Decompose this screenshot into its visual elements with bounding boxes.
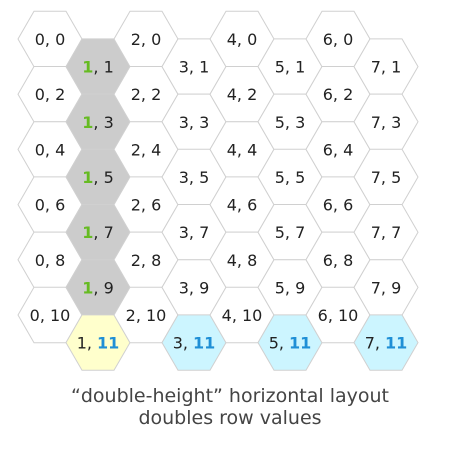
hex-label: 1, 9 — [82, 278, 114, 297]
hex-label: 2, 4 — [131, 140, 162, 159]
hex-label: 4, 8 — [227, 251, 258, 270]
hex-cell: 1, 11 — [65, 314, 131, 371]
hex-cell: 7, 7 — [353, 203, 419, 261]
hex-cell: 6, 0 — [305, 10, 371, 68]
hex-cell: 5, 3 — [257, 93, 323, 151]
hex-label: 5, 9 — [275, 278, 306, 297]
hex-label: 2, 2 — [131, 85, 162, 104]
hex-label: 1, 5 — [82, 168, 114, 187]
hex-label: 6, 4 — [323, 140, 354, 159]
hex-label: 4, 10 — [222, 306, 263, 325]
hex-label: 4, 2 — [227, 85, 258, 104]
hex-label: 4, 6 — [227, 196, 258, 215]
hex-label: 5, 5 — [275, 168, 306, 187]
hex-cell: 4, 0 — [209, 10, 275, 68]
hex-label: 3, 1 — [179, 58, 210, 77]
hex-label: 7, 7 — [371, 223, 402, 242]
hex-label: 0, 8 — [35, 251, 66, 270]
hex-cell: 2, 10 — [113, 286, 179, 344]
hex-label: 2, 8 — [131, 251, 162, 270]
hex-label: 2, 10 — [126, 306, 167, 325]
hex-label: 6, 0 — [323, 30, 354, 49]
hex-label: 3, 11 — [173, 334, 216, 353]
hex-grid-diagram: 0, 0 0, 2 0, 4 0, 6 0, 8 0, 10 1, 1 1, 3 1, 5 1, … — [17, 10, 419, 371]
hex-cell: 6, 4 — [305, 121, 371, 178]
hex-label: 5, 11 — [269, 334, 312, 353]
hex-cell: 2, 4 — [113, 121, 179, 178]
hex-label: 0, 6 — [35, 196, 66, 215]
hex-cell: 7, 3 — [353, 93, 419, 151]
hex-label: 0, 2 — [35, 85, 66, 104]
hex-cell: 6, 6 — [305, 176, 371, 233]
hex-cell: 7, 5 — [353, 148, 419, 206]
hex-cell: 3, 11 — [161, 314, 227, 371]
hex-label: 0, 10 — [30, 306, 71, 325]
hex-label: 3, 9 — [179, 278, 210, 297]
hex-label: 1, 7 — [82, 223, 114, 242]
hex-label: 2, 6 — [131, 196, 162, 215]
hex-label: 7, 9 — [371, 278, 402, 297]
hex-label: 7, 5 — [371, 168, 402, 187]
hex-cell: 4, 8 — [209, 231, 275, 289]
hex-cell: 0, 10 — [17, 286, 83, 344]
hex-label: 6, 10 — [318, 306, 359, 325]
hex-label: 1, 1 — [82, 58, 114, 77]
hex-label: 1, 3 — [82, 113, 114, 132]
hex-cell: 7, 11 — [353, 314, 419, 371]
hex-label: 4, 0 — [227, 30, 258, 49]
hex-cell: 0, 0 — [17, 10, 83, 68]
hex-label: 5, 1 — [275, 58, 306, 77]
hex-label: 3, 3 — [179, 113, 210, 132]
hex-shape — [353, 314, 419, 371]
hex-label: 5, 7 — [275, 223, 306, 242]
hex-label: 7, 1 — [371, 58, 402, 77]
hex-label: 1, 11 — [77, 334, 120, 353]
hex-label: 6, 2 — [323, 85, 354, 104]
hex-label: 7, 3 — [371, 113, 402, 132]
hex-label: 0, 0 — [35, 30, 66, 49]
hex-cell: 4, 10 — [209, 286, 275, 344]
hex-label: 3, 5 — [179, 168, 210, 187]
hex-cell: 1, 7 — [65, 203, 131, 261]
hex-label: 2, 0 — [131, 30, 162, 49]
hex-label: 6, 8 — [323, 251, 354, 270]
hex-label: 0, 4 — [35, 140, 66, 159]
caption-line-2: doubles row values — [138, 407, 322, 429]
hex-label: 4, 4 — [227, 140, 258, 159]
hex-label: 3, 7 — [179, 223, 210, 242]
hex-label: 5, 3 — [275, 113, 306, 132]
hex-label: 7, 11 — [365, 334, 408, 353]
hex-label: 6, 6 — [323, 196, 354, 215]
caption: “double-height” horizontal layout double… — [0, 385, 460, 429]
hex-cell: 2, 0 — [113, 10, 179, 68]
caption-line-1: “double-height” horizontal layout — [71, 385, 389, 407]
